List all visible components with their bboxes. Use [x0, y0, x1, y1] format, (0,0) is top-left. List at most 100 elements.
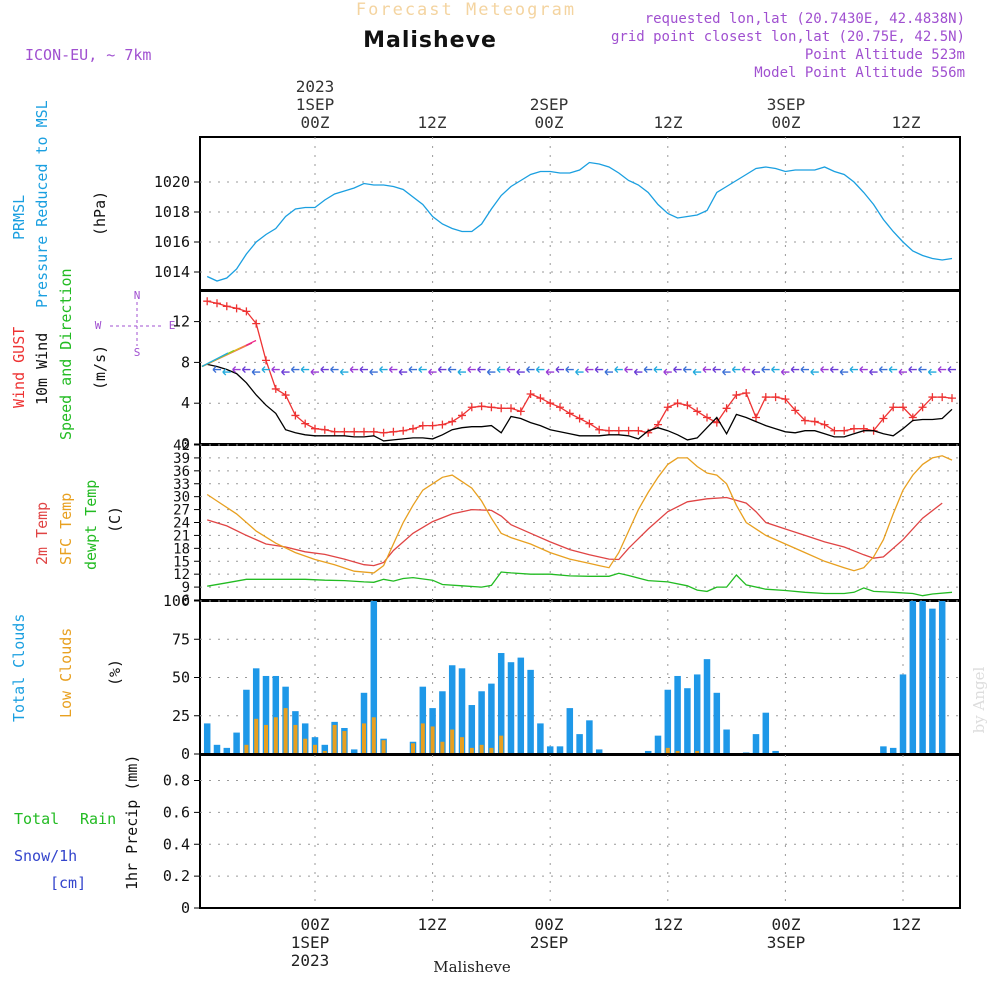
- wind-direction-arrow: [839, 368, 849, 376]
- low-cloud-bar: [695, 750, 700, 753]
- total-cloud-bar: [223, 747, 231, 753]
- gust-marker: [516, 407, 525, 416]
- wind-direction-arrow: [232, 366, 241, 374]
- gust-marker: [791, 406, 800, 415]
- location-title: Malisheve: [363, 28, 497, 53]
- gust-marker: [850, 424, 858, 433]
- wind-direction-arrow: [320, 366, 329, 374]
- total-cloud-bar: [537, 723, 544, 753]
- wind-10m-label: 10m Wind: [33, 333, 51, 405]
- compass-s: S: [134, 346, 141, 359]
- low-cloud-bar: [450, 729, 455, 753]
- gust-marker: [614, 426, 623, 435]
- gust-marker: [507, 404, 515, 413]
- low-cloud-bar: [264, 724, 268, 753]
- footer-location: Malisheve: [433, 958, 511, 976]
- gust-marker: [242, 307, 251, 316]
- temperature-ytick-label: 12: [173, 567, 190, 583]
- wind-direction-arrow: [477, 366, 486, 374]
- total-cloud-bar: [439, 691, 446, 753]
- gust-marker: [281, 391, 290, 400]
- wind-direction-arrow: [575, 368, 584, 376]
- gust-marker: [379, 428, 388, 437]
- wind-direction-arrow: [418, 366, 427, 374]
- total-cloud-bar: [203, 723, 211, 753]
- low-cloud-bar: [293, 724, 298, 753]
- clouds-total-label: Total Clouds: [10, 614, 28, 722]
- gust-marker: [801, 416, 809, 425]
- wind-ytick-label: 12: [172, 313, 190, 331]
- pressure-label-1: PRMSL: [10, 195, 28, 240]
- precipitation-ytick-label: 0.4: [163, 835, 190, 853]
- low-cloud-bar: [303, 738, 308, 753]
- wind-direction-arrow: [408, 366, 417, 374]
- wind-direction-arrow: [584, 366, 594, 374]
- wind-direction-arrow: [800, 366, 809, 374]
- gust-marker: [565, 409, 574, 418]
- temp-2m-label: 2m Temp: [33, 502, 51, 565]
- gust-marker: [350, 427, 359, 436]
- precipitation-ytick-label: 0.6: [163, 803, 190, 821]
- gust-marker: [222, 302, 231, 311]
- bottom-tick-6: 12Z: [892, 915, 921, 934]
- total-cloud-bar: [880, 746, 887, 753]
- temperature-ytick-label: 15: [173, 554, 190, 570]
- total-cloud-bar: [262, 675, 270, 753]
- wind-direction-arrow: [379, 366, 388, 374]
- pressure-ytick-label: 1020: [154, 173, 190, 191]
- gust-marker: [918, 403, 927, 412]
- pressure-panel: 1014 1016 1018 1020: [154, 136, 961, 291]
- wind-direction-arrow: [878, 366, 888, 374]
- low-cloud-bar: [313, 744, 317, 753]
- gust-marker: [330, 427, 339, 436]
- wind-direction-arrow: [810, 368, 819, 376]
- wind-direction-arrow: [771, 366, 780, 374]
- clouds-ytick-label: 50: [172, 669, 190, 687]
- requested-coords: requested lon,lat (20.7430E, 42.4838N): [645, 11, 965, 27]
- total-cloud-bar: [243, 689, 250, 753]
- wind-direction-arrow: [486, 368, 496, 376]
- panel-labels: PRMSL Pressure Reduced to MSL (hPa) Wind…: [10, 100, 141, 892]
- wind-direction-arrow: [251, 368, 261, 376]
- wind-direction-arrow: [751, 368, 760, 376]
- low-cloud-bar: [273, 717, 278, 753]
- total-cloud-bar: [909, 601, 917, 753]
- wind-gust-label: Wind GUST: [10, 327, 28, 408]
- total-cloud-bar: [468, 705, 476, 753]
- top-day-2: 2SEP: [530, 95, 569, 114]
- temperature-ytick-label: 39: [173, 451, 190, 467]
- wind-direction-arrow: [731, 366, 741, 374]
- total-cloud-bar: [929, 608, 936, 753]
- wind-direction-arrow: [790, 366, 800, 374]
- gust-marker: [673, 399, 682, 408]
- forecast-title: Forecast Meteogram: [356, 0, 576, 20]
- gust-marker: [448, 417, 457, 426]
- top-tick-1: 00Z: [301, 113, 330, 132]
- gust-marker: [703, 413, 711, 422]
- total-cloud-bar: [595, 749, 603, 753]
- gust-marker: [252, 319, 261, 328]
- precip-total-label: Total: [14, 810, 59, 828]
- gust-marker: [830, 426, 839, 435]
- wind-direction-arrow: [300, 366, 310, 374]
- gust-marker: [320, 425, 329, 434]
- pressure-unit: (hPa): [91, 191, 109, 236]
- low-cloud-bar: [665, 747, 670, 753]
- low-cloud-bar: [362, 723, 366, 753]
- wind-direction-arrow: [604, 368, 613, 376]
- total-cloud-bar: [576, 734, 583, 753]
- total-cloud-bar: [938, 601, 946, 753]
- gust-marker: [213, 299, 221, 308]
- wind-direction-arrow: [565, 366, 574, 374]
- total-cloud-bar: [752, 734, 760, 753]
- bottom-tick-3: 00Z: [535, 915, 564, 934]
- total-cloud-bar: [889, 747, 897, 753]
- gust-marker: [928, 393, 937, 402]
- gust-marker: [232, 304, 241, 313]
- wind-direction-arrow: [447, 366, 457, 374]
- wind-direction-arrow: [281, 368, 290, 376]
- wind-direction-arrow: [457, 368, 466, 376]
- wind-direction-arrow: [898, 368, 907, 376]
- gust-marker: [458, 411, 466, 420]
